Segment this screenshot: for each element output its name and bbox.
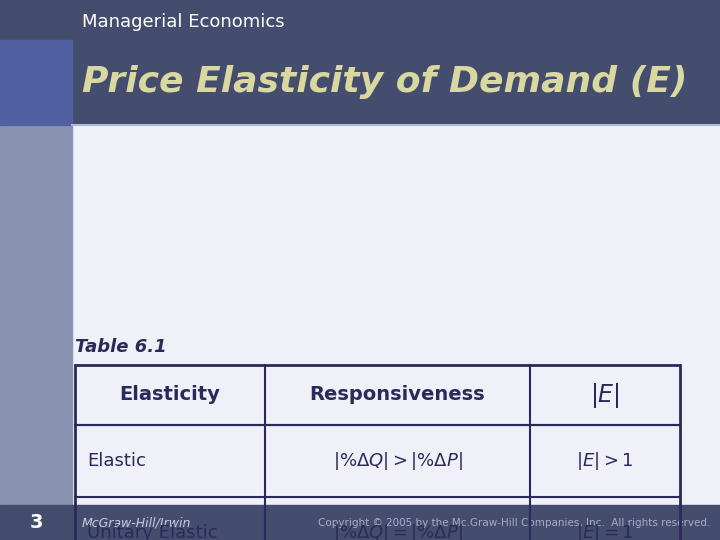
Bar <box>38 40 42 160</box>
Text: $|E|>1$: $|E|>1$ <box>576 450 634 472</box>
Text: $|\%\Delta Q|=|\%\Delta P|$: $|\%\Delta Q|=|\%\Delta P|$ <box>333 522 462 540</box>
Bar <box>58 40 62 160</box>
Text: Elastic: Elastic <box>87 452 146 470</box>
Text: Table 6.1: Table 6.1 <box>75 338 166 356</box>
Bar <box>48 40 52 160</box>
Bar <box>0 410 72 505</box>
Bar <box>0 0 720 40</box>
Bar <box>72 35 720 505</box>
Bar <box>0 35 72 505</box>
Text: $|E|$: $|E|$ <box>590 381 620 409</box>
Text: Price Elasticity of Demand (E): Price Elasticity of Demand (E) <box>82 65 688 99</box>
Bar <box>0 125 72 505</box>
Bar <box>18 40 22 160</box>
Text: Unitary Elastic: Unitary Elastic <box>87 524 217 540</box>
Bar <box>0 505 720 540</box>
Bar <box>75 365 680 540</box>
Bar <box>0 40 720 125</box>
Bar <box>0 40 72 125</box>
Text: Elasticity: Elasticity <box>120 386 220 404</box>
Text: Responsiveness: Responsiveness <box>310 386 485 404</box>
Bar <box>8 40 12 160</box>
Bar <box>0 125 720 505</box>
Text: McGraw-Hill/Irwin: McGraw-Hill/Irwin <box>82 516 192 530</box>
Bar <box>28 40 32 160</box>
Text: 3: 3 <box>30 514 42 532</box>
Text: $|\%\Delta Q|>|\%\Delta P|$: $|\%\Delta Q|>|\%\Delta P|$ <box>333 450 462 472</box>
Bar <box>72 125 720 505</box>
Text: Managerial Economics: Managerial Economics <box>82 13 284 31</box>
Text: Copyright © 2005 by the Mc.Graw-Hill Companies, Inc.  All rights reserved.: Copyright © 2005 by the Mc.Graw-Hill Com… <box>318 518 710 528</box>
Text: $|E|=1$: $|E|=1$ <box>576 522 634 540</box>
